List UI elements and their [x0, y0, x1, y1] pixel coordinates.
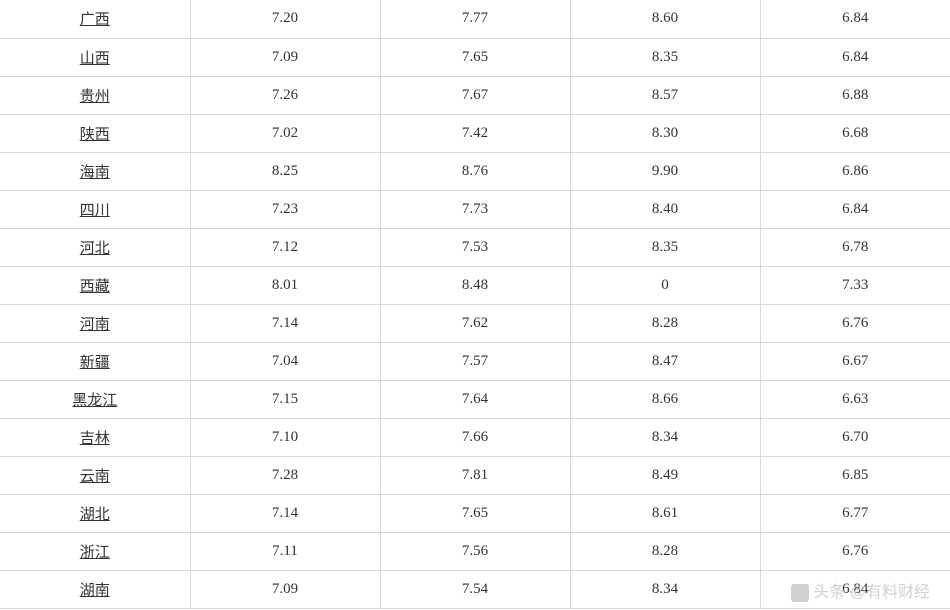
- value-cell: 7.15: [190, 380, 380, 418]
- province-cell: 新疆: [0, 342, 190, 380]
- table-row: 湖南7.097.548.346.84: [0, 570, 950, 608]
- value-cell: 6.67: [760, 342, 950, 380]
- value-cell: 8.40: [570, 190, 760, 228]
- province-cell: 广西: [0, 0, 190, 38]
- value-cell: 7.54: [380, 570, 570, 608]
- table-row: 黑龙江7.157.648.666.63: [0, 380, 950, 418]
- province-cell: 黑龙江: [0, 380, 190, 418]
- value-cell: 6.84: [760, 570, 950, 608]
- province-cell: 山西: [0, 38, 190, 76]
- value-cell: 8.28: [570, 304, 760, 342]
- value-cell: 6.63: [760, 380, 950, 418]
- value-cell: 7.11: [190, 532, 380, 570]
- value-cell: 6.68: [760, 114, 950, 152]
- value-cell: 7.81: [380, 456, 570, 494]
- table-row: 贵州7.267.678.576.88: [0, 76, 950, 114]
- value-cell: 7.66: [380, 418, 570, 456]
- table-row: 湖北7.147.658.616.77: [0, 494, 950, 532]
- value-cell: 6.84: [760, 0, 950, 38]
- value-cell: 0: [570, 266, 760, 304]
- value-cell: 7.33: [760, 266, 950, 304]
- value-cell: 7.64: [380, 380, 570, 418]
- value-cell: 7.77: [380, 0, 570, 38]
- table-row: 新疆7.047.578.476.67: [0, 342, 950, 380]
- value-cell: 8.57: [570, 76, 760, 114]
- province-cell: 吉林: [0, 418, 190, 456]
- province-cell: 西藏: [0, 266, 190, 304]
- value-cell: 7.10: [190, 418, 380, 456]
- value-cell: 7.67: [380, 76, 570, 114]
- value-cell: 7.57: [380, 342, 570, 380]
- value-cell: 7.02: [190, 114, 380, 152]
- value-cell: 8.35: [570, 228, 760, 266]
- table-row: 广西7.207.778.606.84: [0, 0, 950, 38]
- province-cell: 陕西: [0, 114, 190, 152]
- value-cell: 7.09: [190, 38, 380, 76]
- value-cell: 7.56: [380, 532, 570, 570]
- value-cell: 6.86: [760, 152, 950, 190]
- table-row: 浙江7.117.568.286.76: [0, 532, 950, 570]
- province-cell: 海南: [0, 152, 190, 190]
- value-cell: 7.26: [190, 76, 380, 114]
- value-cell: 6.85: [760, 456, 950, 494]
- table-row: 西藏8.018.4807.33: [0, 266, 950, 304]
- value-cell: 7.20: [190, 0, 380, 38]
- value-cell: 6.84: [760, 190, 950, 228]
- value-cell: 8.66: [570, 380, 760, 418]
- value-cell: 8.28: [570, 532, 760, 570]
- value-cell: 7.62: [380, 304, 570, 342]
- table-row: 河北7.127.538.356.78: [0, 228, 950, 266]
- value-cell: 7.14: [190, 494, 380, 532]
- province-cell: 湖南: [0, 570, 190, 608]
- province-cell: 贵州: [0, 76, 190, 114]
- table-row: 山西7.097.658.356.84: [0, 38, 950, 76]
- value-cell: 7.65: [380, 494, 570, 532]
- value-cell: 8.76: [380, 152, 570, 190]
- value-cell: 8.60: [570, 0, 760, 38]
- value-cell: 8.48: [380, 266, 570, 304]
- value-cell: 8.34: [570, 418, 760, 456]
- value-cell: 8.01: [190, 266, 380, 304]
- value-cell: 7.04: [190, 342, 380, 380]
- value-cell: 6.88: [760, 76, 950, 114]
- value-cell: 7.53: [380, 228, 570, 266]
- table-row: 海南8.258.769.906.86: [0, 152, 950, 190]
- value-cell: 9.90: [570, 152, 760, 190]
- value-cell: 6.78: [760, 228, 950, 266]
- value-cell: 7.09: [190, 570, 380, 608]
- value-cell: 6.84: [760, 38, 950, 76]
- value-cell: 8.25: [190, 152, 380, 190]
- province-cell: 河北: [0, 228, 190, 266]
- value-cell: 8.47: [570, 342, 760, 380]
- value-cell: 7.14: [190, 304, 380, 342]
- value-cell: 7.42: [380, 114, 570, 152]
- value-cell: 8.49: [570, 456, 760, 494]
- value-cell: 6.76: [760, 304, 950, 342]
- value-cell: 7.12: [190, 228, 380, 266]
- table-row: 吉林7.107.668.346.70: [0, 418, 950, 456]
- province-cell: 湖北: [0, 494, 190, 532]
- price-table-body: 广西7.207.778.606.84山西7.097.658.356.84贵州7.…: [0, 0, 950, 608]
- province-cell: 云南: [0, 456, 190, 494]
- price-table: 广西7.207.778.606.84山西7.097.658.356.84贵州7.…: [0, 0, 950, 609]
- value-cell: 6.76: [760, 532, 950, 570]
- table-row: 四川7.237.738.406.84: [0, 190, 950, 228]
- value-cell: 8.34: [570, 570, 760, 608]
- table-row: 河南7.147.628.286.76: [0, 304, 950, 342]
- value-cell: 7.28: [190, 456, 380, 494]
- value-cell: 6.70: [760, 418, 950, 456]
- province-cell: 浙江: [0, 532, 190, 570]
- value-cell: 7.73: [380, 190, 570, 228]
- value-cell: 8.35: [570, 38, 760, 76]
- value-cell: 7.23: [190, 190, 380, 228]
- value-cell: 8.30: [570, 114, 760, 152]
- value-cell: 6.77: [760, 494, 950, 532]
- table-row: 云南7.287.818.496.85: [0, 456, 950, 494]
- value-cell: 8.61: [570, 494, 760, 532]
- value-cell: 7.65: [380, 38, 570, 76]
- table-row: 陕西7.027.428.306.68: [0, 114, 950, 152]
- province-cell: 四川: [0, 190, 190, 228]
- province-cell: 河南: [0, 304, 190, 342]
